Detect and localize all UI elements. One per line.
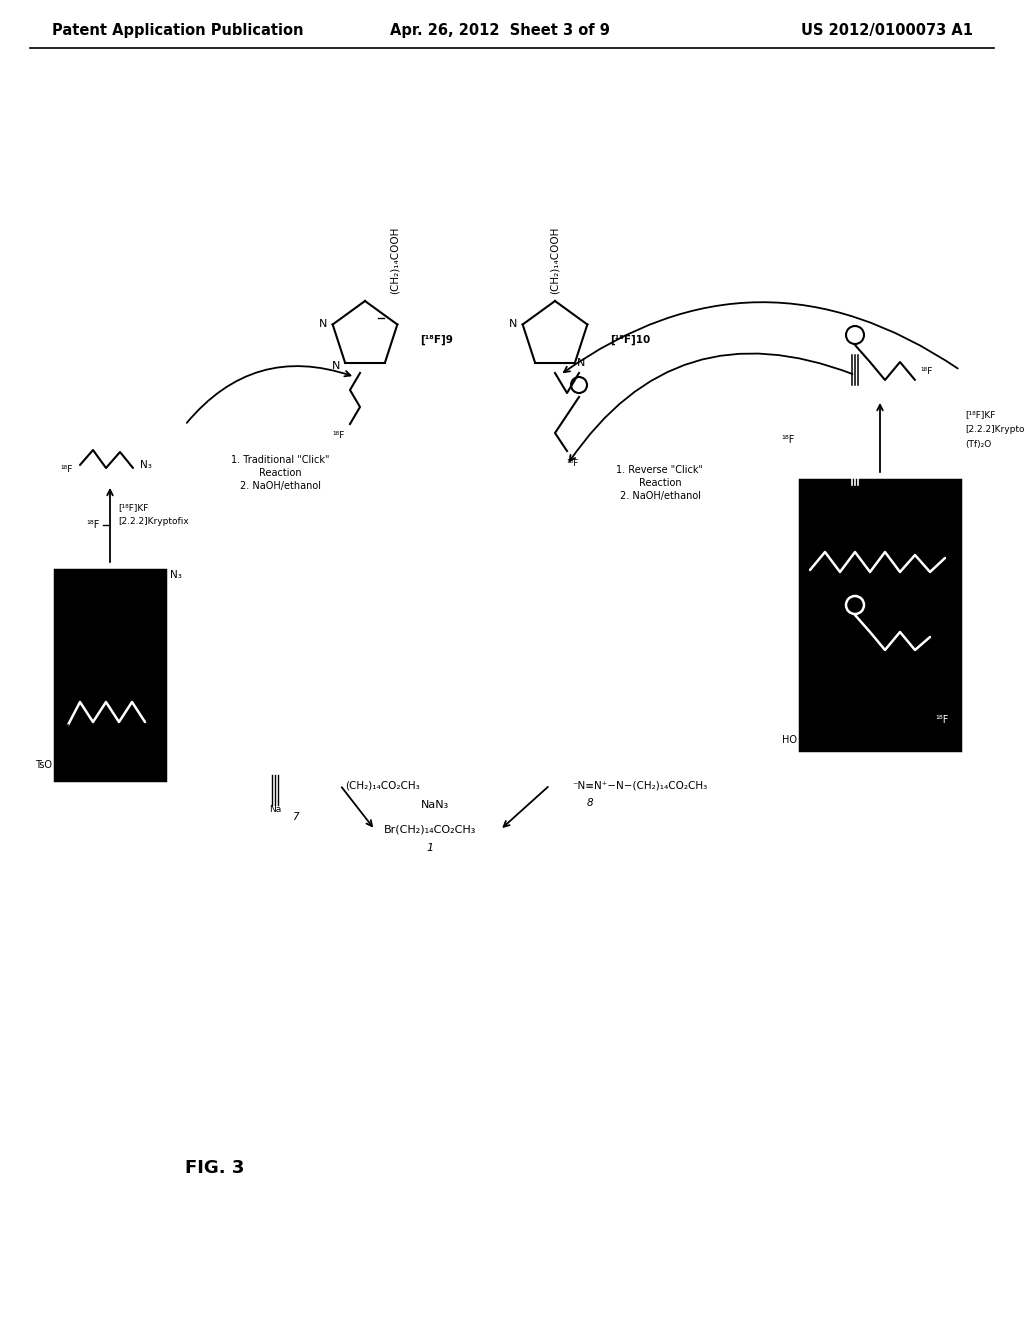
Text: 2. NaOH/ethanol: 2. NaOH/ethanol xyxy=(240,480,321,491)
Text: ⁻N≡N⁺−N−(CH₂)₁₄CO₂CH₃: ⁻N≡N⁺−N−(CH₂)₁₄CO₂CH₃ xyxy=(572,780,708,789)
Text: HO: HO xyxy=(782,735,797,744)
Text: 1: 1 xyxy=(426,843,433,853)
Text: 1. Reverse "Click": 1. Reverse "Click" xyxy=(616,465,703,475)
Text: 8: 8 xyxy=(587,799,593,808)
Text: ¹⁸F: ¹⁸F xyxy=(781,436,795,445)
Text: [2.2.2]Kryptofix: [2.2.2]Kryptofix xyxy=(965,425,1024,434)
Text: Apr. 26, 2012  Sheet 3 of 9: Apr. 26, 2012 Sheet 3 of 9 xyxy=(390,22,610,37)
Text: ¹⁸F: ¹⁸F xyxy=(567,458,580,467)
Text: (CH₂)₁₄COOH: (CH₂)₁₄COOH xyxy=(390,226,400,293)
Text: (Tf)₂O: (Tf)₂O xyxy=(965,441,991,450)
Text: FIG. 3: FIG. 3 xyxy=(185,1159,245,1177)
Bar xyxy=(800,480,961,750)
Text: N₃: N₃ xyxy=(170,570,182,579)
Text: N: N xyxy=(332,360,340,371)
Text: NaN₃: NaN₃ xyxy=(421,800,450,810)
Text: TsO: TsO xyxy=(35,760,52,770)
Text: ¹⁸F: ¹⁸F xyxy=(60,466,73,474)
Text: Reaction: Reaction xyxy=(259,469,301,478)
Text: Reaction: Reaction xyxy=(639,478,681,488)
Text: N: N xyxy=(577,358,586,367)
Bar xyxy=(55,570,165,780)
Text: 1. Traditional "Click": 1. Traditional "Click" xyxy=(230,455,330,465)
Text: 7: 7 xyxy=(292,812,298,822)
Text: Br(CH₂)₁₄CO₂CH₃: Br(CH₂)₁₄CO₂CH₃ xyxy=(384,825,476,836)
Text: ¹⁸F: ¹⁸F xyxy=(333,430,345,440)
Text: N: N xyxy=(319,319,328,330)
Text: (CH₂)₁₄CO₂CH₃: (CH₂)₁₄CO₂CH₃ xyxy=(345,780,420,789)
Text: N₃: N₃ xyxy=(140,459,152,470)
Text: 2. NaOH/ethanol: 2. NaOH/ethanol xyxy=(620,491,700,502)
Text: US 2012/0100073 A1: US 2012/0100073 A1 xyxy=(801,22,973,37)
Text: [¹⁸F]KF: [¹⁸F]KF xyxy=(965,411,995,420)
Text: Patent Application Publication: Patent Application Publication xyxy=(52,22,303,37)
Text: (CH₂)₁₄COOH: (CH₂)₁₄COOH xyxy=(550,226,560,293)
Text: [2.2.2]Kryptofix: [2.2.2]Kryptofix xyxy=(118,517,188,527)
Text: ¹⁸F: ¹⁸F xyxy=(87,520,100,531)
Text: [¹⁸F]10: [¹⁸F]10 xyxy=(610,335,650,345)
Text: ¹⁸F: ¹⁸F xyxy=(920,367,933,376)
Text: Na: Na xyxy=(269,805,282,814)
Text: [¹⁸F]KF: [¹⁸F]KF xyxy=(118,503,148,512)
Text: [¹⁸F]9: [¹⁸F]9 xyxy=(420,335,453,345)
Text: N: N xyxy=(509,319,518,330)
Text: ¹⁸F: ¹⁸F xyxy=(935,715,948,725)
